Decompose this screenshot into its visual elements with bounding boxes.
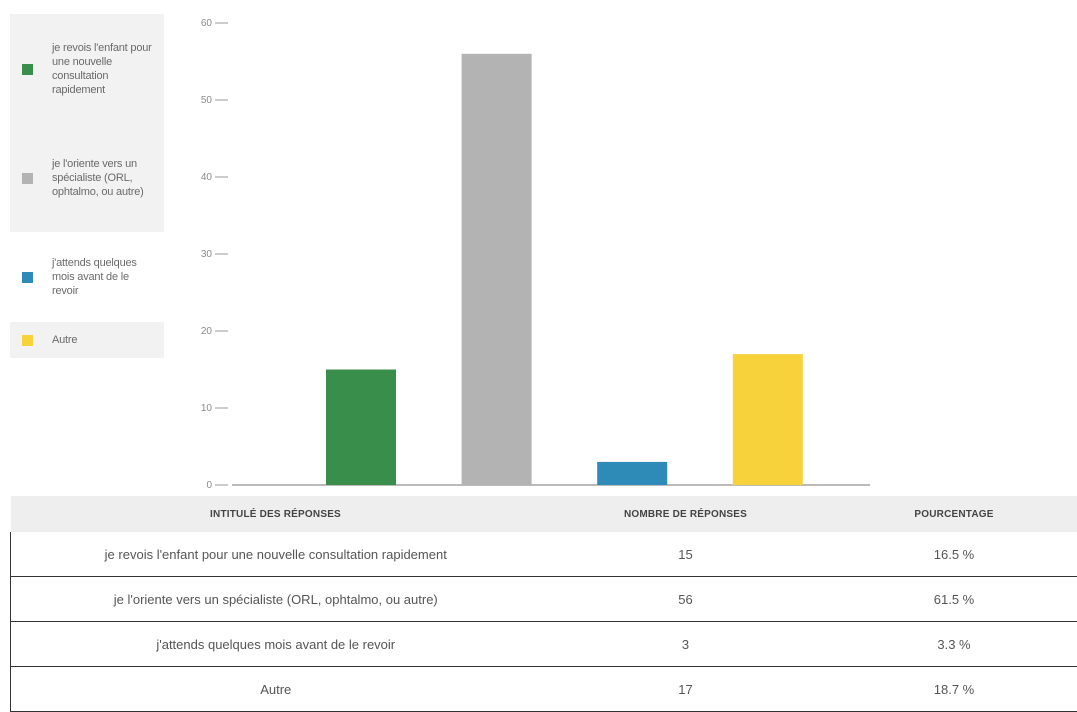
row-count: 15 bbox=[541, 532, 831, 577]
bar bbox=[597, 462, 667, 485]
header-count: NOMBRE DE RÉPONSES bbox=[541, 496, 831, 532]
bars bbox=[326, 54, 803, 485]
table-row: j'attends quelques mois avant de le revo… bbox=[11, 622, 1077, 667]
bar-chart: 0 10 20 30 40 50 60 bbox=[0, 0, 1077, 495]
y-tick-label: 60 bbox=[201, 18, 213, 29]
results-table: INTITULÉ DES RÉPONSES NOMBRE DE RÉPONSES… bbox=[10, 496, 1077, 712]
table-header-row: INTITULÉ DES RÉPONSES NOMBRE DE RÉPONSES… bbox=[11, 496, 1077, 532]
y-tick-label: 10 bbox=[201, 403, 213, 414]
row-label: je revois l'enfant pour une nouvelle con… bbox=[11, 532, 541, 577]
y-tick-label: 50 bbox=[201, 95, 213, 106]
bar bbox=[733, 354, 803, 485]
row-percent: 61.5 % bbox=[831, 577, 1077, 622]
bar bbox=[326, 370, 396, 486]
y-tick-label: 20 bbox=[201, 326, 213, 337]
row-count: 17 bbox=[541, 667, 831, 712]
table-row: je revois l'enfant pour une nouvelle con… bbox=[11, 532, 1077, 577]
header-percent: POURCENTAGE bbox=[831, 496, 1077, 532]
y-tick-label: 30 bbox=[201, 249, 213, 260]
table-row: Autre 17 18.7 % bbox=[11, 667, 1077, 712]
header-label: INTITULÉ DES RÉPONSES bbox=[11, 496, 541, 532]
row-count: 56 bbox=[541, 577, 831, 622]
table-row: je l'oriente vers un spécialiste (ORL, o… bbox=[11, 577, 1077, 622]
row-label: j'attends quelques mois avant de le revo… bbox=[11, 622, 541, 667]
y-tick-label: 0 bbox=[206, 480, 212, 491]
row-label: je l'oriente vers un spécialiste (ORL, o… bbox=[11, 577, 541, 622]
y-tick-label: 40 bbox=[201, 172, 213, 183]
y-axis: 0 10 20 30 40 50 60 bbox=[201, 18, 228, 491]
bar bbox=[462, 54, 532, 485]
row-percent: 16.5 % bbox=[831, 532, 1077, 577]
row-percent: 18.7 % bbox=[831, 667, 1077, 712]
row-label: Autre bbox=[11, 667, 541, 712]
row-count: 3 bbox=[541, 622, 831, 667]
row-percent: 3.3 % bbox=[831, 622, 1077, 667]
